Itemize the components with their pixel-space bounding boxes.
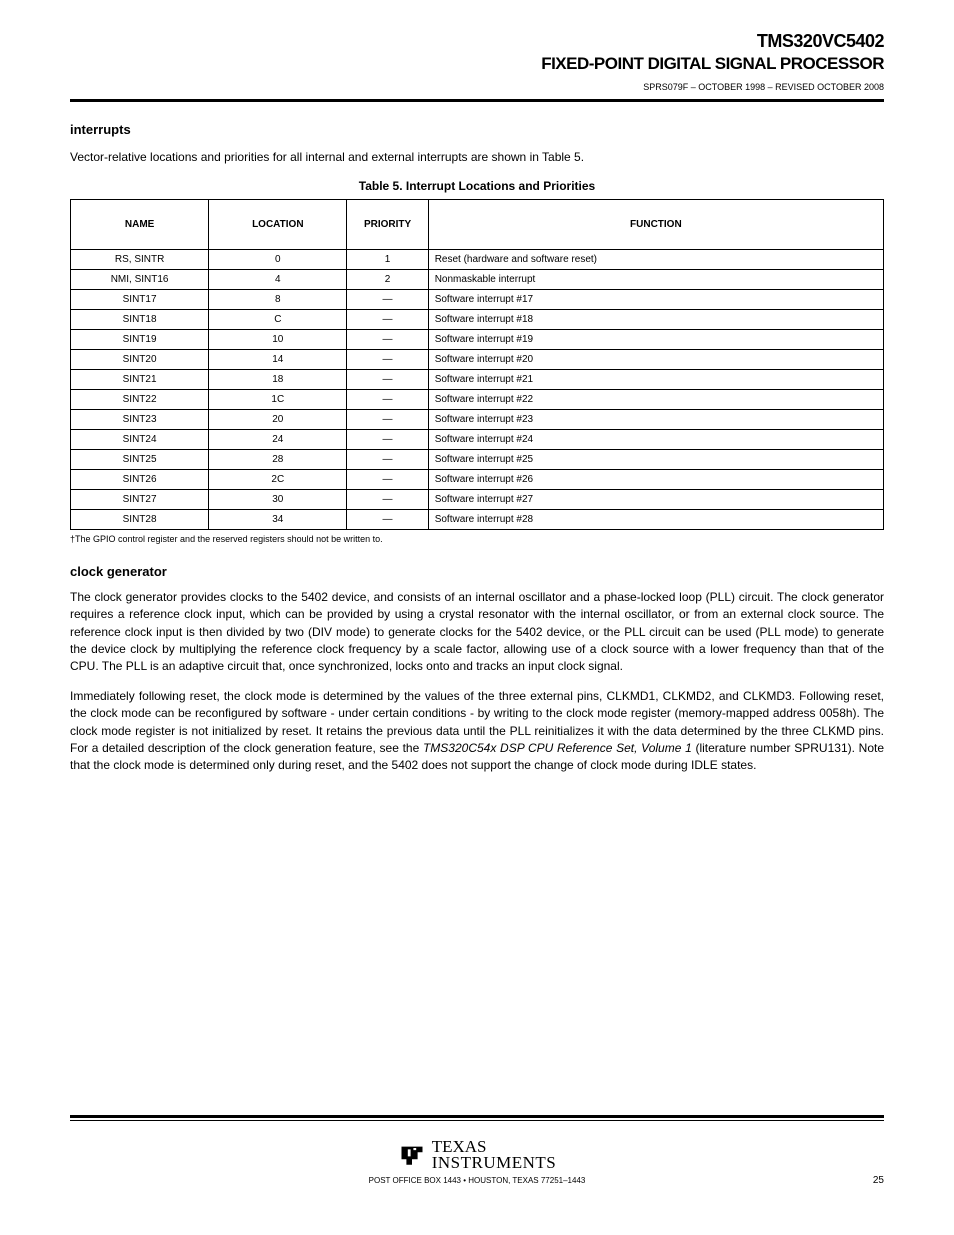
page-header: TMS320VC5402 FIXED-POINT DIGITAL SIGNAL … — [70, 30, 884, 74]
table-cell: 28 — [209, 449, 347, 469]
table-cell: — — [347, 509, 428, 529]
table-cell: SINT23 — [71, 409, 209, 429]
table-cell: SINT25 — [71, 449, 209, 469]
table-cell: SINT26 — [71, 469, 209, 489]
table-row: NMI, SINT1642Nonmaskable interrupt — [71, 269, 884, 289]
table-cell: — — [347, 349, 428, 369]
table-row: SINT178—Software interrupt #17 — [71, 289, 884, 309]
table-cell: Software interrupt #24 — [428, 429, 883, 449]
table-row: SINT262C—Software interrupt #26 — [71, 469, 884, 489]
footer-address: POST OFFICE BOX 1443 • HOUSTON, TEXAS 77… — [70, 1176, 884, 1185]
table-row: SINT2424—Software interrupt #24 — [71, 429, 884, 449]
table-cell: — — [347, 309, 428, 329]
table-cell: Software interrupt #26 — [428, 469, 883, 489]
table-cell: 34 — [209, 509, 347, 529]
table-cell: NMI, SINT16 — [71, 269, 209, 289]
table-row: RS, SINTR01Reset (hardware and software … — [71, 249, 884, 269]
table-cell: RS, SINTR — [71, 249, 209, 269]
table-cell: — — [347, 329, 428, 349]
table-cell: C — [209, 309, 347, 329]
footer-rule-thick — [70, 1115, 884, 1118]
table-cell: Software interrupt #20 — [428, 349, 883, 369]
table-row: SINT18C—Software interrupt #18 — [71, 309, 884, 329]
table-row: SINT2014—Software interrupt #20 — [71, 349, 884, 369]
table-cell: 18 — [209, 369, 347, 389]
th-name: NAME — [71, 199, 209, 249]
th-priority: PRIORITY — [347, 199, 428, 249]
table-cell: 2C — [209, 469, 347, 489]
table-cell: SINT28 — [71, 509, 209, 529]
section-title-interrupts: interrupts — [70, 122, 884, 137]
page-footer: TEXAS INSTRUMENTS 25 POST OFFICE BOX 144… — [70, 1115, 884, 1185]
table-cell: 4 — [209, 269, 347, 289]
header-rule — [70, 99, 884, 102]
th-function: FUNCTION — [428, 199, 883, 249]
clock-paragraph-2: Immediately following reset, the clock m… — [70, 688, 884, 775]
table-footnote: †The GPIO control register and the reser… — [70, 534, 884, 544]
table-row: SINT2528—Software interrupt #25 — [71, 449, 884, 469]
table-cell: SINT18 — [71, 309, 209, 329]
table-cell: SINT24 — [71, 429, 209, 449]
table-cell: 1C — [209, 389, 347, 409]
table-cell: 14 — [209, 349, 347, 369]
header-title: TMS320VC5402 — [70, 30, 884, 53]
table-row: SINT1910—Software interrupt #19 — [71, 329, 884, 349]
ti-logo-text: TEXAS INSTRUMENTS — [432, 1139, 557, 1170]
table-cell: 20 — [209, 409, 347, 429]
table-row: SINT2730—Software interrupt #27 — [71, 489, 884, 509]
table-cell: — — [347, 449, 428, 469]
table-cell: Software interrupt #19 — [428, 329, 883, 349]
table-cell: — — [347, 389, 428, 409]
table-row: SINT2834—Software interrupt #28 — [71, 509, 884, 529]
doc-info: SPRS079F – OCTOBER 1998 – REVISED OCTOBE… — [70, 82, 884, 94]
table-cell: — — [347, 289, 428, 309]
table-cell: — — [347, 469, 428, 489]
table-cell: SINT22 — [71, 389, 209, 409]
table-cell: Software interrupt #28 — [428, 509, 883, 529]
table-cell: Software interrupt #22 — [428, 389, 883, 409]
footer-rule-thin — [70, 1120, 884, 1121]
table-cell: Nonmaskable interrupt — [428, 269, 883, 289]
section-title-clock: clock generator — [70, 564, 884, 579]
table-cell: Reset (hardware and software reset) — [428, 249, 883, 269]
table-cell: SINT20 — [71, 349, 209, 369]
interrupt-table: NAME LOCATION PRIORITY FUNCTION RS, SINT… — [70, 199, 884, 530]
ti-logo: TEXAS INSTRUMENTS — [398, 1139, 557, 1170]
table-cell: 24 — [209, 429, 347, 449]
table-caption: Table 5. Interrupt Locations and Priorit… — [70, 179, 884, 193]
th-location: LOCATION — [209, 199, 347, 249]
table-cell: — — [347, 409, 428, 429]
page-number: 25 — [873, 1175, 884, 1186]
table-cell: — — [347, 429, 428, 449]
table-cell: 1 — [347, 249, 428, 269]
interrupts-paragraph: Vector-relative locations and priorities… — [70, 149, 884, 166]
table-cell: 30 — [209, 489, 347, 509]
ti-chip-icon — [398, 1141, 426, 1169]
table-cell: Software interrupt #18 — [428, 309, 883, 329]
table-cell: SINT21 — [71, 369, 209, 389]
table-cell: SINT27 — [71, 489, 209, 509]
table-header-row: NAME LOCATION PRIORITY FUNCTION — [71, 199, 884, 249]
header-subtitle: FIXED-POINT DIGITAL SIGNAL PROCESSOR — [70, 53, 884, 74]
table-cell: SINT19 — [71, 329, 209, 349]
table-cell: Software interrupt #21 — [428, 369, 883, 389]
table-cell: 10 — [209, 329, 347, 349]
table-cell: Software interrupt #23 — [428, 409, 883, 429]
table-cell: Software interrupt #17 — [428, 289, 883, 309]
table-cell: SINT17 — [71, 289, 209, 309]
table-cell: 0 — [209, 249, 347, 269]
table-row: SINT2320—Software interrupt #23 — [71, 409, 884, 429]
clock-paragraph-1: The clock generator provides clocks to t… — [70, 589, 884, 676]
table-cell: Software interrupt #27 — [428, 489, 883, 509]
table-cell: — — [347, 489, 428, 509]
table-cell: 2 — [347, 269, 428, 289]
table-cell: 8 — [209, 289, 347, 309]
table-cell: — — [347, 369, 428, 389]
table-row: SINT221C—Software interrupt #22 — [71, 389, 884, 409]
table-row: SINT2118—Software interrupt #21 — [71, 369, 884, 389]
table-cell: Software interrupt #25 — [428, 449, 883, 469]
